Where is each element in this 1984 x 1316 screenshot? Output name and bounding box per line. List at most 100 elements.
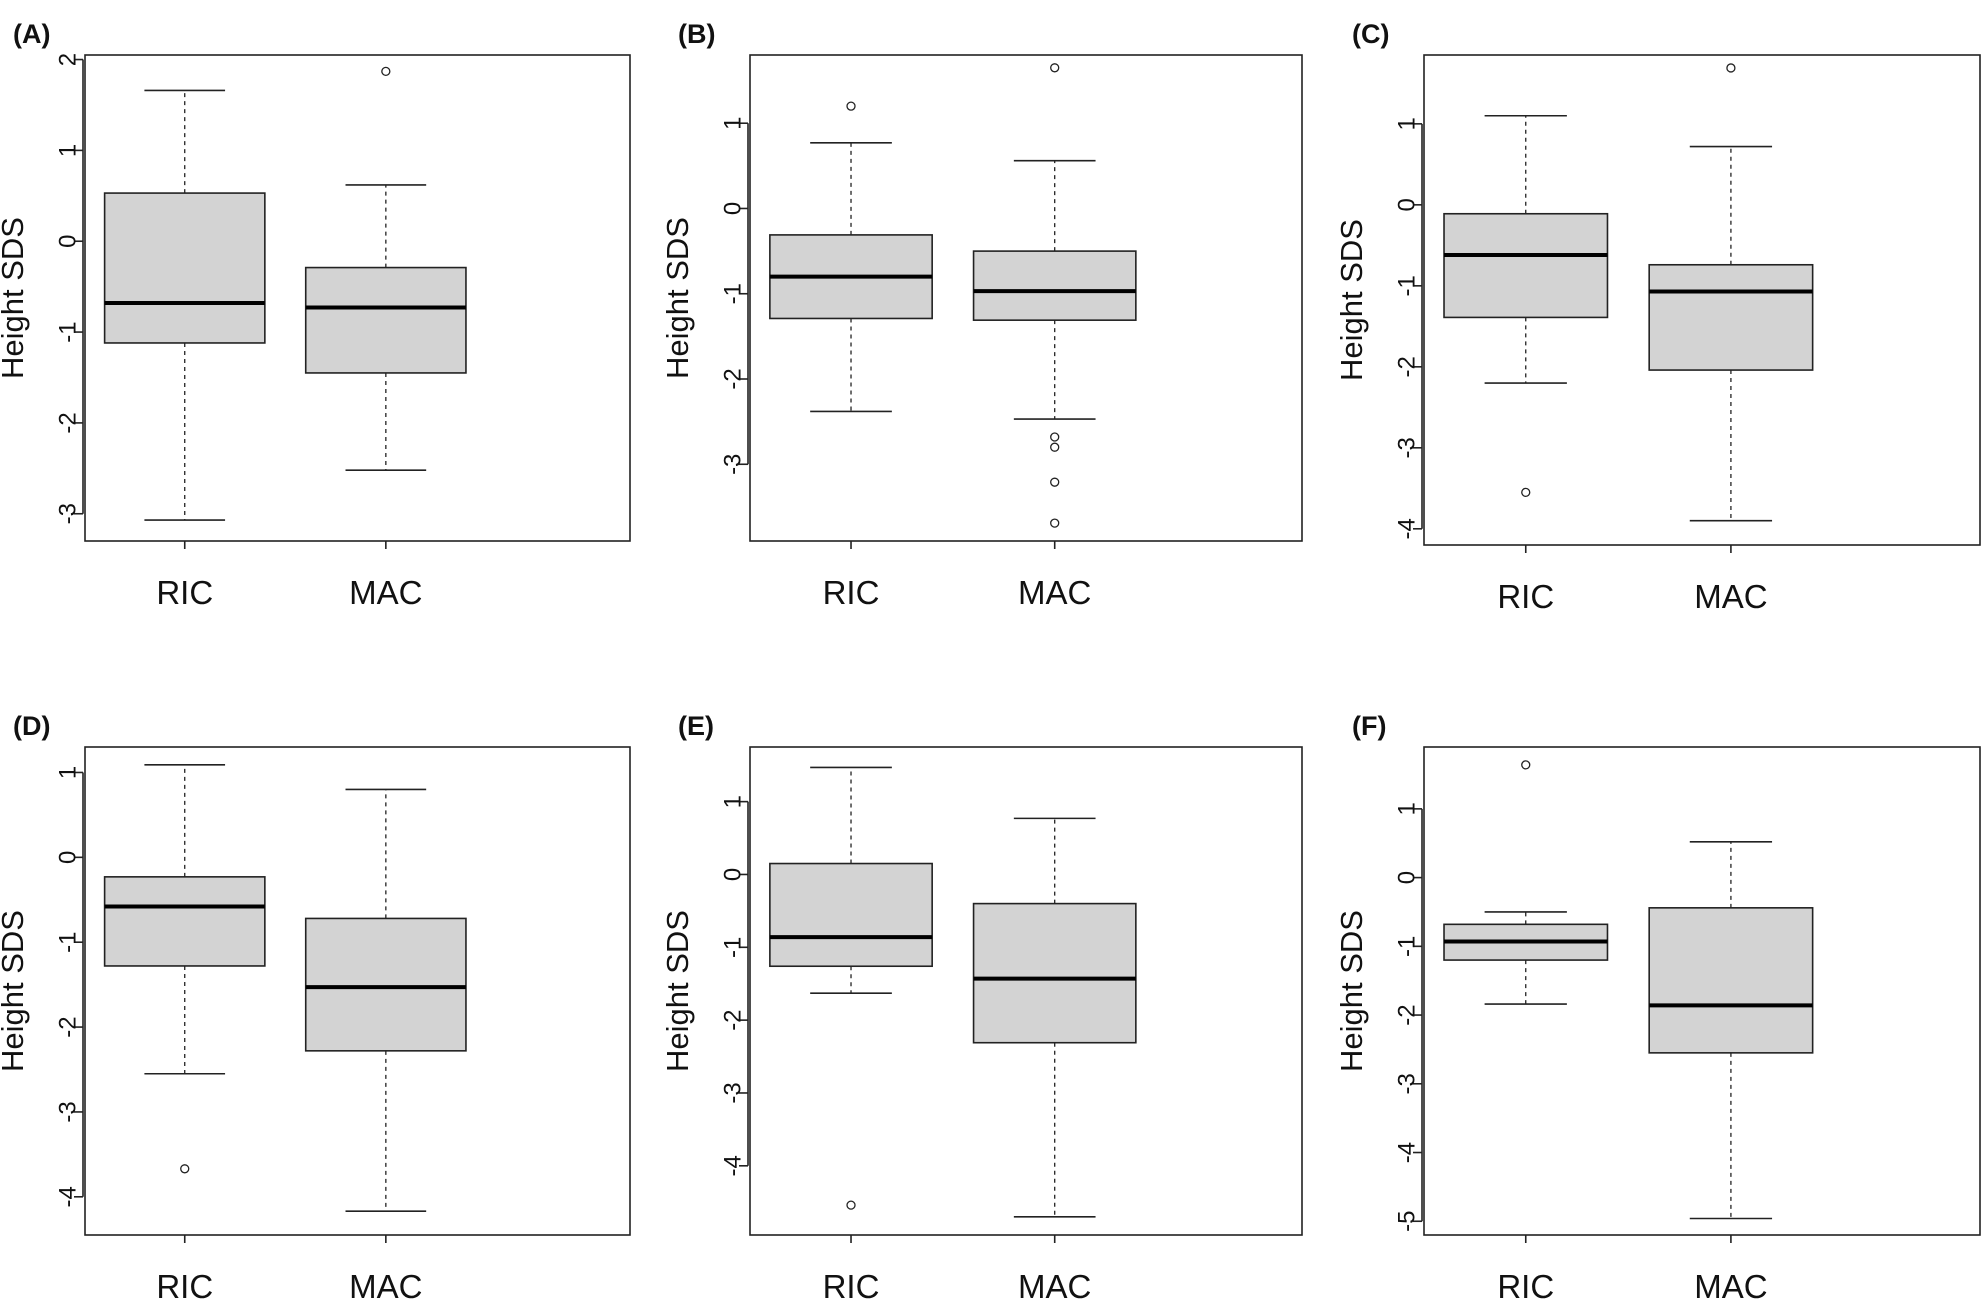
iqr-box (1648, 907, 1814, 1054)
box-mac (1648, 63, 1814, 522)
y-tick-label: -1 (719, 283, 746, 304)
y-tick-label: 1 (719, 117, 746, 130)
x-category-label: RIC (1497, 1268, 1554, 1305)
y-tick-label: -1 (54, 321, 81, 342)
y-tick-label: -1 (1393, 275, 1420, 296)
outlier-point (180, 1164, 190, 1174)
panel-label: (A) (13, 19, 50, 49)
box-mac (1648, 841, 1814, 1220)
y-tick-label: 1 (719, 795, 746, 808)
y-tick-label: -1 (54, 932, 81, 953)
outlier-point (1726, 63, 1736, 73)
y-tick-label: -4 (54, 1186, 81, 1207)
y-tick-label: -2 (1393, 1004, 1420, 1025)
plot-frame (749, 746, 1303, 1236)
box-ric (1443, 760, 1609, 1005)
outlier-point (1050, 477, 1060, 487)
panel-a: (A) -3 -2 -1 0 1 2 Height SDS RIC MAC (0, 19, 631, 611)
iqr-box (972, 902, 1137, 1044)
y-tick-label: -3 (1393, 437, 1420, 458)
y-tick-label: 1 (1393, 802, 1420, 815)
y-tick-label: 0 (719, 202, 746, 215)
y-tick-label: 2 (54, 53, 81, 66)
outlier-point (1050, 63, 1060, 73)
outlier-point (381, 66, 391, 77)
panel-d: (D) -4 -3 -2 -1 0 1 Height SDS RIC MAC (0, 711, 631, 1305)
box-mac (972, 63, 1137, 528)
panel-f: (F) -5 -4 -3 -2 -1 0 1 Height SDS RIC MAC (1334, 711, 1981, 1305)
y-tick-label: -2 (54, 1016, 81, 1037)
y-axis-label: Height SDS (1334, 910, 1369, 1072)
y-tick-label: -3 (719, 1082, 746, 1103)
panel-label: (F) (1352, 711, 1386, 741)
panel-b: (B) -3 -2 -1 0 1 Height SDS RIC MAC (660, 19, 1303, 611)
outlier-point (1050, 442, 1060, 452)
y-axis-label: Height SDS (0, 910, 30, 1072)
x-category-label: RIC (823, 574, 880, 611)
y-tick-label: -3 (719, 454, 746, 475)
iqr-box (304, 266, 467, 374)
iqr-box (103, 876, 266, 967)
x-category-label: RIC (156, 1268, 213, 1305)
y-tick-label: -4 (719, 1155, 746, 1176)
y-tick-label: 0 (1393, 871, 1420, 884)
box-ric (769, 101, 933, 413)
x-category-label: RIC (823, 1268, 880, 1305)
iqr-box (304, 917, 467, 1052)
outlier-point (1050, 518, 1060, 528)
y-tick-label: -3 (1393, 1073, 1420, 1094)
outlier-point (1521, 760, 1531, 770)
y-tick-label: -4 (1393, 1142, 1420, 1163)
plot-frame (1423, 746, 1981, 1236)
box-mac (972, 817, 1137, 1218)
y-tick-label: -2 (1393, 356, 1420, 377)
y-tick-label: -3 (54, 1101, 81, 1122)
x-category-label: MAC (1018, 1268, 1091, 1305)
x-category-label: MAC (349, 1268, 422, 1305)
outlier-point (1050, 432, 1060, 442)
y-axis-label: Height SDS (0, 217, 30, 379)
y-axis-label: Height SDS (660, 217, 695, 379)
panel-label: (D) (13, 711, 50, 741)
x-category-label: MAC (1694, 1268, 1767, 1305)
outlier-point (846, 1200, 856, 1210)
y-tick-label: 0 (1393, 198, 1420, 211)
y-tick-label: -4 (1393, 518, 1420, 539)
box-mac (304, 788, 467, 1213)
iqr-box (769, 862, 933, 968)
box-ric (1443, 114, 1609, 498)
y-tick-label: 0 (54, 851, 81, 864)
iqr-box (972, 250, 1137, 321)
y-tick-label: 1 (54, 766, 81, 779)
y-tick-label: -1 (1393, 936, 1420, 957)
y-tick-label: -3 (54, 503, 81, 524)
y-axis-label: Height SDS (1334, 219, 1369, 381)
box-ric (103, 764, 266, 1174)
panel-label: (E) (678, 711, 714, 741)
plot-frame (749, 54, 1303, 542)
y-tick-label: -2 (54, 412, 81, 433)
y-tick-label: 0 (719, 868, 746, 881)
outlier-point (846, 101, 856, 111)
iqr-box (103, 192, 266, 344)
y-tick-label: -2 (719, 1009, 746, 1030)
y-tick-label: 0 (54, 235, 81, 248)
panel-e: (E) -4 -3 -2 -1 0 1 Height SDS RIC MAC (660, 711, 1303, 1305)
x-category-label: MAC (1694, 578, 1767, 615)
x-category-label: MAC (349, 574, 422, 611)
y-tick-label: 1 (54, 144, 81, 157)
outlier-point (1521, 487, 1531, 498)
box-mac (304, 66, 467, 471)
panel-c: (C) -4 -3 -2 -1 0 1 Height SDS RIC MAC (1334, 19, 1981, 615)
panel-label: (C) (1352, 19, 1389, 49)
x-category-label: RIC (156, 574, 213, 611)
y-tick-label: -2 (719, 368, 746, 389)
box-ric (103, 89, 266, 521)
panel-label: (B) (678, 19, 715, 49)
iqr-box (1443, 212, 1609, 319)
y-tick-label: -1 (719, 937, 746, 958)
iqr-box (1648, 263, 1814, 371)
plot-frame (84, 54, 631, 542)
box-ric (769, 766, 933, 1210)
